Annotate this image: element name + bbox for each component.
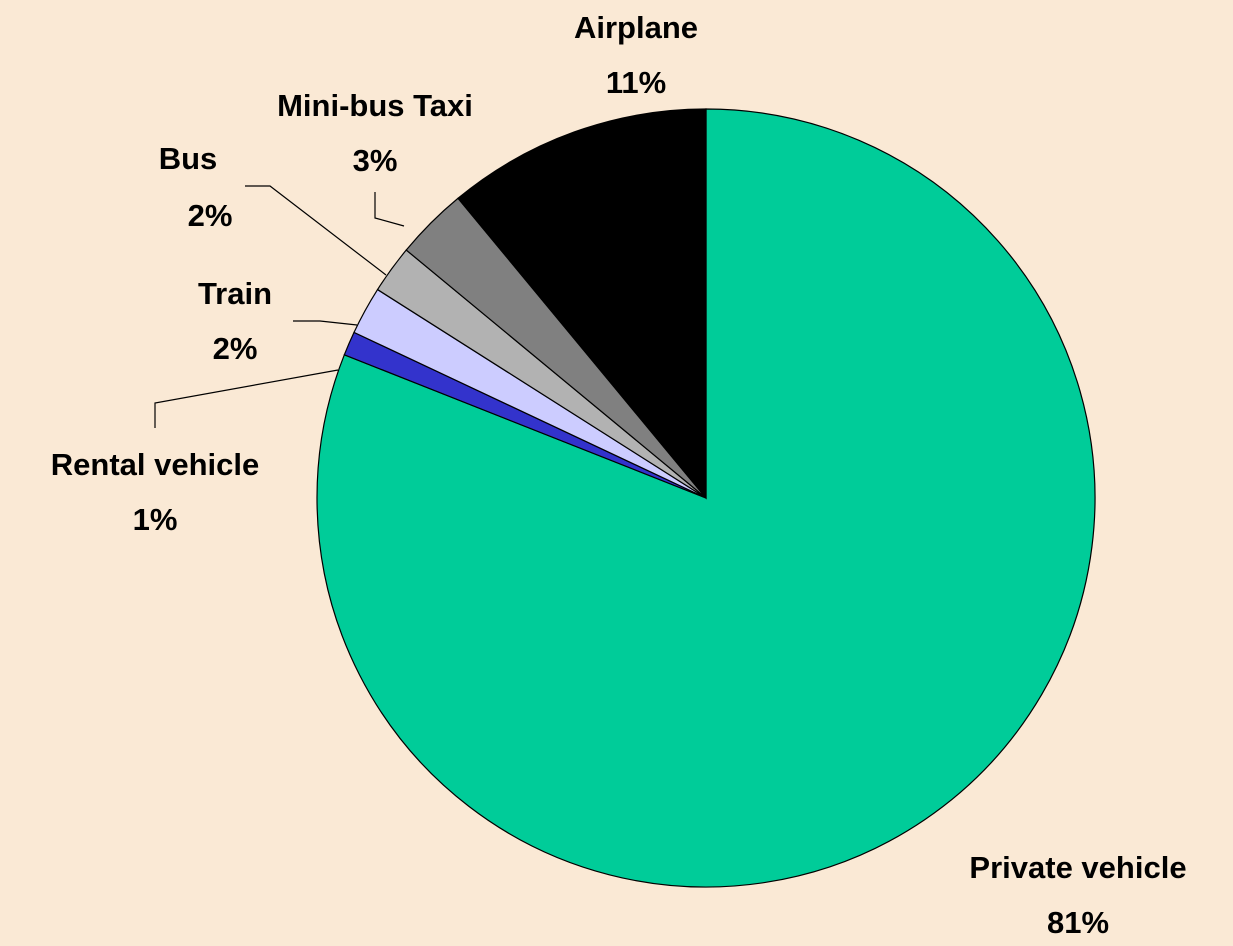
slice-label: Airplane — [574, 10, 698, 45]
pie-slice — [457, 108, 707, 500]
slice-label: Rental vehicle — [51, 447, 259, 482]
value-label: 81% — [1047, 905, 1109, 940]
leader-line — [374, 192, 405, 227]
leader-line — [154, 369, 339, 428]
pie — [316, 108, 1096, 888]
leader-line — [245, 185, 387, 276]
leader-line — [293, 320, 358, 326]
slice-label: Train — [198, 276, 272, 311]
value-label: 3% — [353, 143, 398, 178]
slice-label: Private vehicle — [969, 850, 1186, 885]
slice-label: Bus — [159, 141, 218, 176]
value-label: 2% — [188, 198, 233, 233]
pie-slice — [316, 108, 1096, 888]
slice-label: Mini-bus Taxi — [277, 88, 473, 123]
value-label: 11% — [606, 65, 666, 100]
value-label: 1% — [133, 502, 178, 537]
value-label: 2% — [213, 331, 258, 366]
labels: Private vehicle 81% Rental vehicle 1% Train 2… — [51, 10, 1187, 940]
